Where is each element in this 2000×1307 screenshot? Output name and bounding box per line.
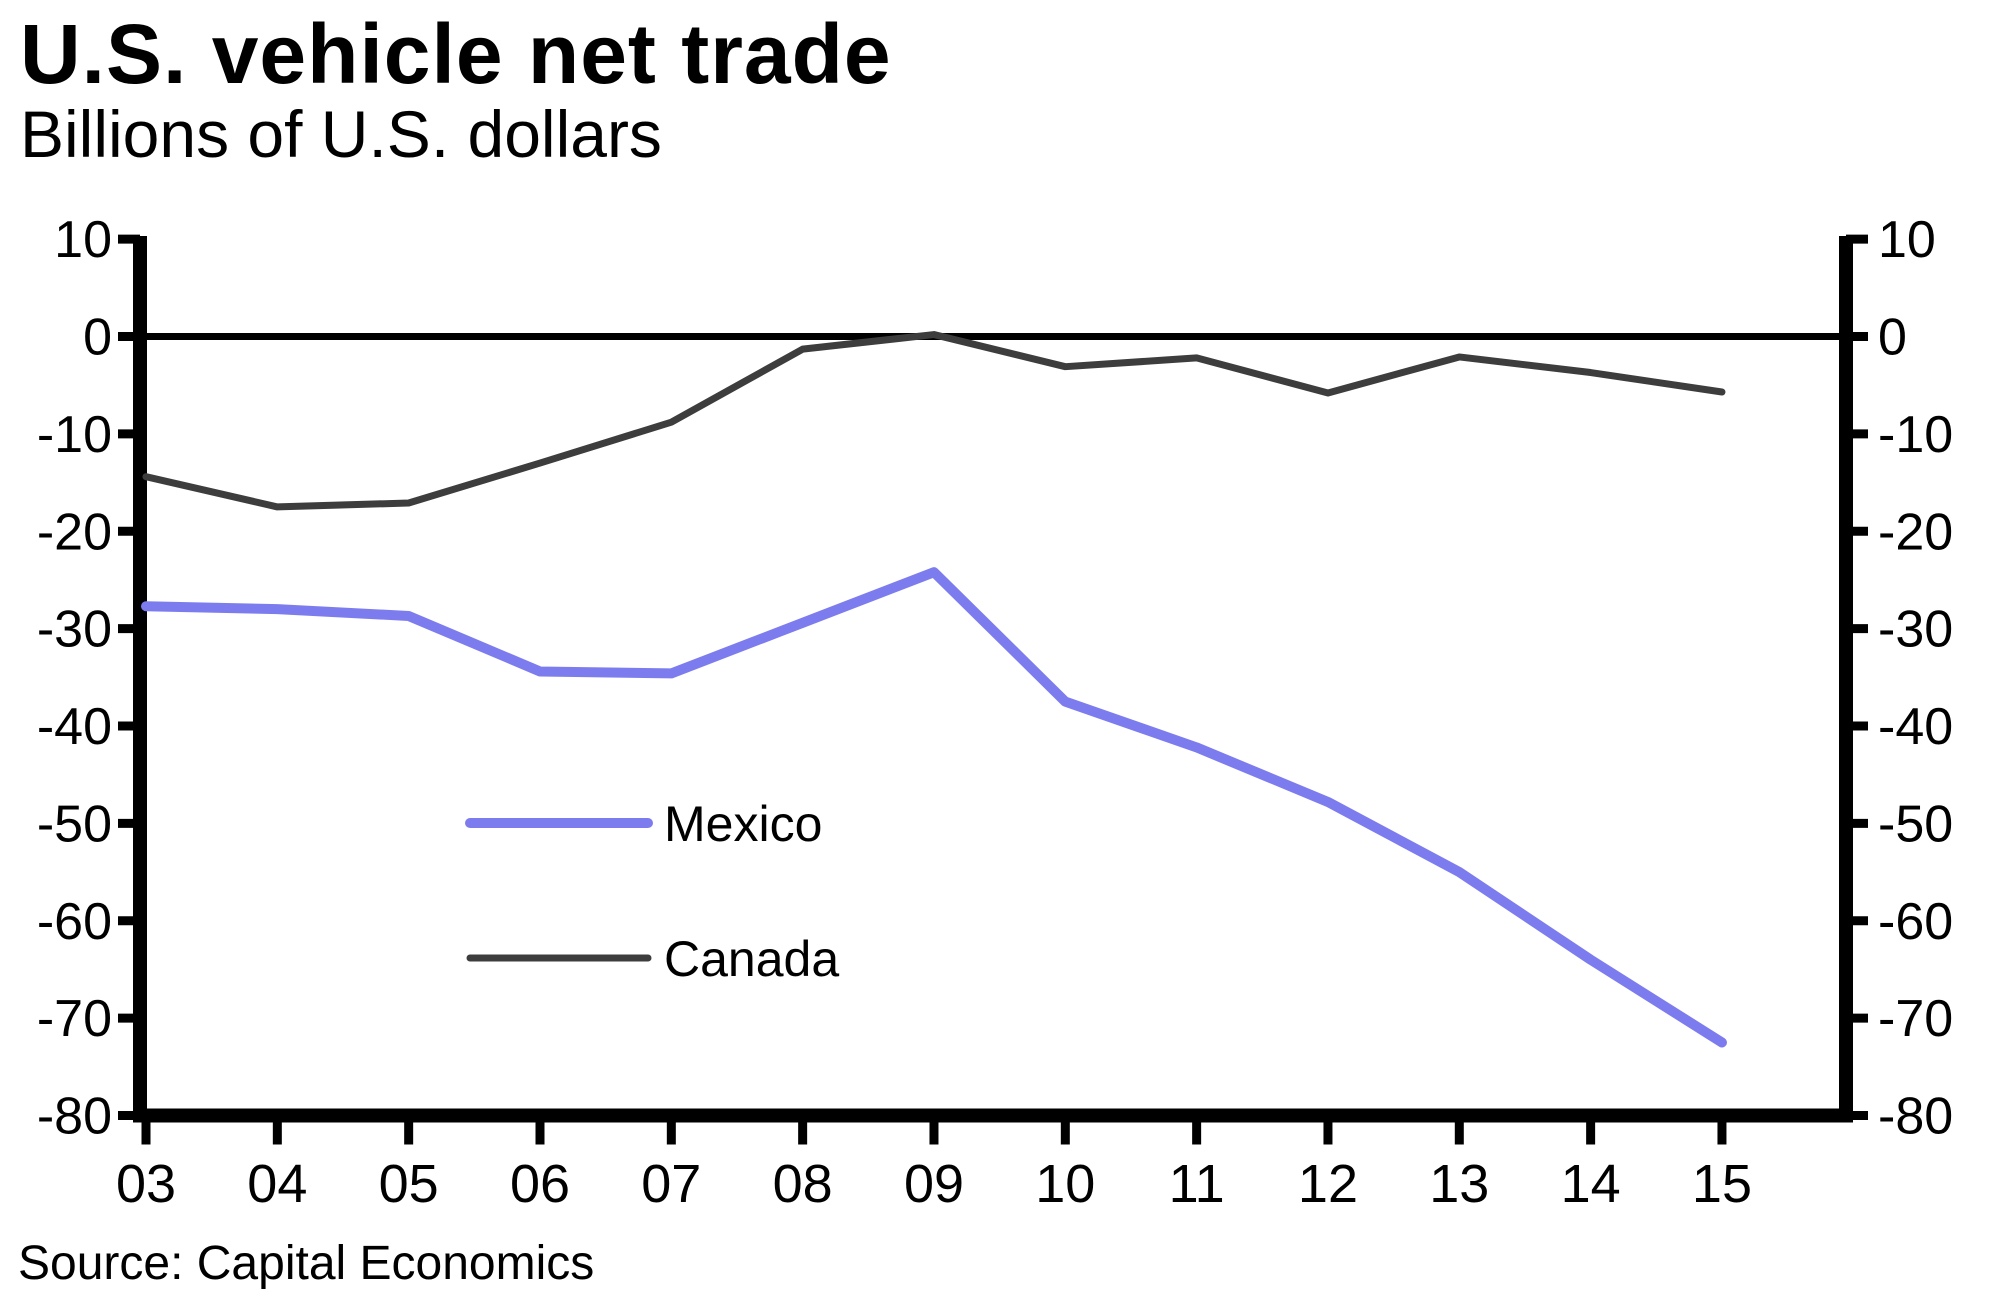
x-axis-label: 14 [1561,1154,1621,1214]
y-axis-ticks-right [1846,234,1868,1120]
y-axis-labels-left: 10 0 -10 -20 -30 -40 -50 -60 -70 -80 [37,211,112,1145]
y-axis-label-right: -60 [1878,893,1953,951]
y-axis-label-left: -70 [37,990,112,1048]
x-axis-label: 13 [1429,1154,1489,1214]
x-axis-label: 07 [641,1154,701,1214]
chart-title: U.S. vehicle net trade [20,7,892,101]
y-axis-ticks-left [118,234,140,1120]
y-axis-label-right: -10 [1878,406,1953,464]
x-axis-label: 04 [247,1154,307,1214]
chart-subtitle: Billions of U.S. dollars [20,97,662,171]
legend: Mexico Canada [465,796,839,987]
y-axis-label-left: -60 [37,893,112,951]
mexico-series-line [141,567,1727,1048]
x-axis-labels: 03 04 05 06 07 08 09 10 11 12 13 14 15 [116,1154,1752,1214]
x-axis-label: 08 [773,1154,833,1214]
mexico-legend-label: Mexico [664,796,822,852]
y-axis-label-left: -10 [37,406,112,464]
y-axis-label-left: -50 [37,795,112,853]
x-axis-label: 12 [1298,1154,1358,1214]
x-axis-label: 10 [1035,1154,1095,1214]
y-axis-label-left: -20 [37,503,112,561]
y-axis-label-right: -40 [1878,698,1953,756]
x-axis-ticks [141,1122,1727,1145]
source-text: Source: Capital Economics [18,1237,595,1290]
y-axis-label-left: -30 [37,601,112,659]
x-axis-label: 05 [379,1154,439,1214]
x-axis-label: 03 [116,1154,176,1214]
y-axis-label-right: -30 [1878,601,1953,659]
y-axis-label-right: 0 [1878,309,1907,367]
canada-series-line [142,331,1726,511]
y-axis-labels-right: 10 0 -10 -20 -30 -40 -50 -60 -70 -80 [1878,211,1953,1145]
y-axis-label-right: -50 [1878,795,1953,853]
canada-legend-label: Canada [664,931,839,987]
x-axis-label: 11 [1169,1154,1225,1214]
y-axis-label-left: -80 [37,1088,112,1146]
y-axis-label-right: -70 [1878,990,1953,1048]
x-axis-label: 09 [904,1154,964,1214]
y-axis-label-left: 10 [54,211,112,269]
y-axis-label-left: 0 [83,309,112,367]
x-axis-label: 06 [510,1154,570,1214]
y-axis-label-right: -20 [1878,503,1953,561]
y-axis-label-right: 10 [1878,211,1936,269]
x-axis-label: 15 [1692,1154,1752,1214]
y-axis-label-left: -40 [37,698,112,756]
y-axis-label-right: -80 [1878,1088,1953,1146]
